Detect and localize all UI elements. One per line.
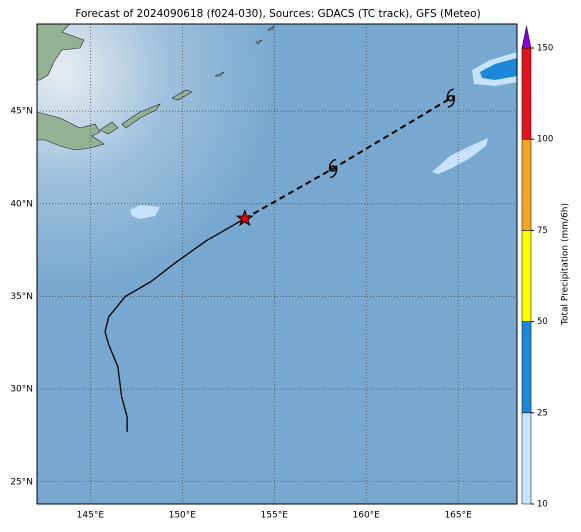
colorbar-segment xyxy=(521,230,532,322)
forecast-line xyxy=(244,97,452,220)
tc-symbol xyxy=(446,88,455,108)
colorbar-extend xyxy=(521,25,532,49)
y-tick-label: 30°N xyxy=(10,385,33,395)
colorbar-tick-label: 100 xyxy=(537,135,553,145)
y-tick-label: 45°N xyxy=(10,107,33,117)
map-title: Forecast of 2024090618 (f024-030), Sourc… xyxy=(75,8,480,20)
precip-area xyxy=(480,58,517,80)
colorbar-tick-label: 75 xyxy=(537,226,548,236)
precip-area xyxy=(130,205,160,219)
precip-area xyxy=(432,138,488,174)
colorbar-tick-label: 10 xyxy=(537,500,548,510)
colorbar-segment xyxy=(521,47,532,140)
colorbar-tick-label: 25 xyxy=(537,408,548,418)
x-tick-label: 160°E xyxy=(353,511,381,521)
y-tick-label: 35°N xyxy=(10,292,33,302)
colorbar-segment xyxy=(521,412,532,505)
x-tick-label: 150°E xyxy=(169,511,197,521)
x-tick-label: 145°E xyxy=(77,511,105,521)
y-tick-label: 25°N xyxy=(10,477,33,487)
colorbar-tick-label: 50 xyxy=(537,317,548,327)
islands xyxy=(99,25,275,135)
tc-symbol xyxy=(328,158,338,179)
x-tick-label: 165°E xyxy=(444,511,472,521)
current-position xyxy=(235,209,254,227)
colorbar-segment xyxy=(521,321,532,414)
land xyxy=(37,24,85,81)
track-line xyxy=(104,218,246,432)
colorbar-label: Total Precipitation (mm/6h) xyxy=(561,203,571,326)
y-tick-label: 40°N xyxy=(10,199,33,209)
x-tick-label: 155°E xyxy=(261,511,289,521)
colorbar-tick-label: 150 xyxy=(537,44,553,54)
land xyxy=(37,111,105,151)
map-frame xyxy=(36,23,518,505)
map-area xyxy=(37,24,517,504)
ocean-shade xyxy=(37,24,517,504)
colorbar-segment xyxy=(521,138,532,231)
